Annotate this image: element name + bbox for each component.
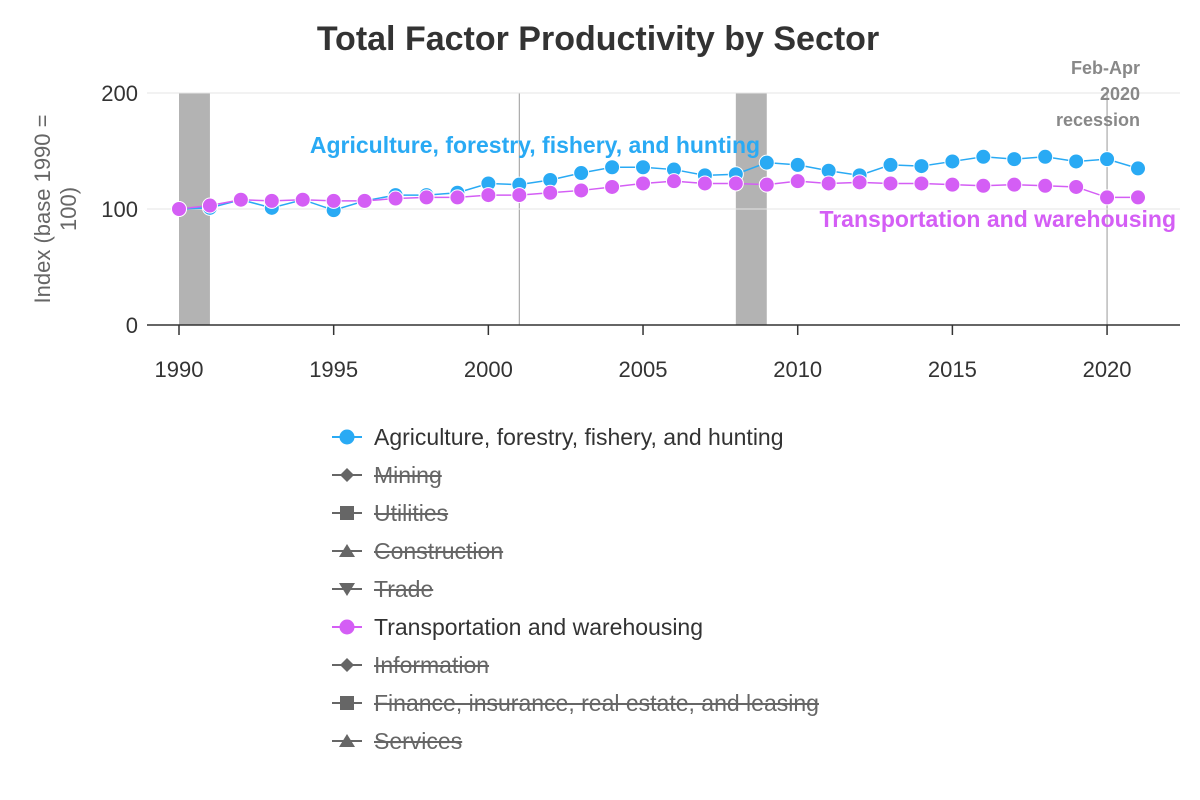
data-point xyxy=(1130,160,1146,177)
recession-annotation: recession xyxy=(1056,110,1140,130)
x-tick-label: 2010 xyxy=(773,357,822,382)
data-point xyxy=(263,192,280,209)
legend-item[interactable]: Transportation and warehousing xyxy=(330,608,819,646)
data-point xyxy=(171,201,187,217)
data-point xyxy=(913,175,930,192)
data-point xyxy=(820,175,837,192)
data-point xyxy=(944,176,961,193)
data-point xyxy=(480,187,497,204)
data-point xyxy=(1006,176,1023,193)
x-tick-label: 2020 xyxy=(1083,357,1132,382)
legend-label: Agriculture, forestry, fishery, and hunt… xyxy=(374,423,784,450)
data-point xyxy=(882,156,899,173)
y-tick-label: 100 xyxy=(101,197,138,222)
data-point xyxy=(1037,148,1054,165)
x-tick-label: 2005 xyxy=(619,357,668,382)
recession-annotation: Feb-Apr xyxy=(1071,58,1140,78)
data-point xyxy=(1006,151,1023,168)
data-point xyxy=(604,178,621,195)
data-point xyxy=(851,174,868,191)
data-point xyxy=(975,177,992,194)
data-point xyxy=(1037,177,1054,194)
data-point xyxy=(511,187,528,204)
series-label: Agriculture, forestry, fishery, and hunt… xyxy=(310,132,760,158)
legend-label: Transportation and warehousing xyxy=(374,613,704,640)
data-point xyxy=(573,182,590,199)
y-tick-label: 200 xyxy=(101,81,138,106)
legend-marker-icon xyxy=(332,544,362,557)
data-point xyxy=(1068,153,1085,170)
series-label: Transportation and warehousing xyxy=(819,206,1176,232)
legend-marker-icon xyxy=(332,583,362,596)
plot-area: 0 100 200 1990 1995 2000 2005 2010 2015 2020 Index… xyxy=(30,58,1180,382)
data-point xyxy=(294,191,311,208)
data-point xyxy=(789,156,806,173)
data-point xyxy=(573,165,590,182)
legend-label: Trade xyxy=(374,575,434,602)
data-point xyxy=(975,148,992,165)
legend-item[interactable]: Trade xyxy=(330,570,819,608)
data-point xyxy=(789,173,806,190)
legend-label: Mining xyxy=(374,461,442,488)
y-tick-label: 0 xyxy=(126,313,138,338)
data-point xyxy=(913,158,930,175)
legend-label: Information xyxy=(374,651,490,678)
data-point xyxy=(758,176,775,193)
legend-marker-icon xyxy=(332,468,362,482)
chart: Total Factor Productivity by Sector 0 100… xyxy=(30,20,1180,382)
data-point xyxy=(325,192,342,209)
legend-marker-icon xyxy=(332,429,362,445)
x-tick-label: 1995 xyxy=(309,357,358,382)
legend: Agriculture, forestry, fishery, and hunt… xyxy=(330,418,819,760)
data-point xyxy=(418,189,435,206)
legend-item[interactable]: Agriculture, forestry, fishery, and hunt… xyxy=(330,418,819,456)
data-point xyxy=(356,192,373,209)
series-line xyxy=(178,180,1138,210)
data-point xyxy=(604,159,621,176)
y-axis-label: Index (base 1990 =100) xyxy=(30,115,81,304)
data-point xyxy=(882,175,899,192)
legend-marker-icon xyxy=(332,734,362,747)
x-tick-label: 1990 xyxy=(155,357,204,382)
legend-marker-icon xyxy=(332,506,362,520)
legend-label: Finance, insurance, real estate, and lea… xyxy=(374,689,819,716)
data-point xyxy=(635,159,652,176)
legend-label: Construction xyxy=(374,537,504,564)
x-tick-label: 2000 xyxy=(464,357,513,382)
legend-item[interactable]: Mining xyxy=(330,456,819,494)
data-point xyxy=(635,175,652,192)
data-point xyxy=(727,175,744,192)
recession-annotation: 2020 xyxy=(1100,84,1140,104)
legend-marker-icon xyxy=(332,658,362,672)
series-line xyxy=(178,156,1139,211)
legend-item[interactable]: Construction xyxy=(330,532,819,570)
data-point xyxy=(542,184,559,201)
legend-item[interactable]: Information xyxy=(330,646,819,684)
chart-title: Total Factor Productivity by Sector xyxy=(317,20,879,58)
data-point xyxy=(1099,189,1116,206)
data-point xyxy=(232,191,249,208)
data-point xyxy=(758,154,775,171)
data-point xyxy=(1130,189,1146,206)
legend-item[interactable]: Services xyxy=(330,722,819,760)
legend-item[interactable]: Utilities xyxy=(330,494,819,532)
data-point xyxy=(201,197,218,214)
data-point xyxy=(449,189,466,206)
data-point xyxy=(944,153,961,170)
data-point xyxy=(387,190,404,207)
legend-marker-icon xyxy=(332,619,362,635)
x-tick-label: 2015 xyxy=(928,357,977,382)
data-point xyxy=(696,175,713,192)
legend-item[interactable]: Finance, insurance, real estate, and lea… xyxy=(330,684,819,722)
data-point xyxy=(1099,151,1116,168)
legend-marker-icon xyxy=(332,696,362,710)
legend-label: Services xyxy=(374,727,463,754)
legend-label: Utilities xyxy=(374,499,449,526)
data-point xyxy=(1068,178,1085,195)
data-point xyxy=(665,173,682,190)
